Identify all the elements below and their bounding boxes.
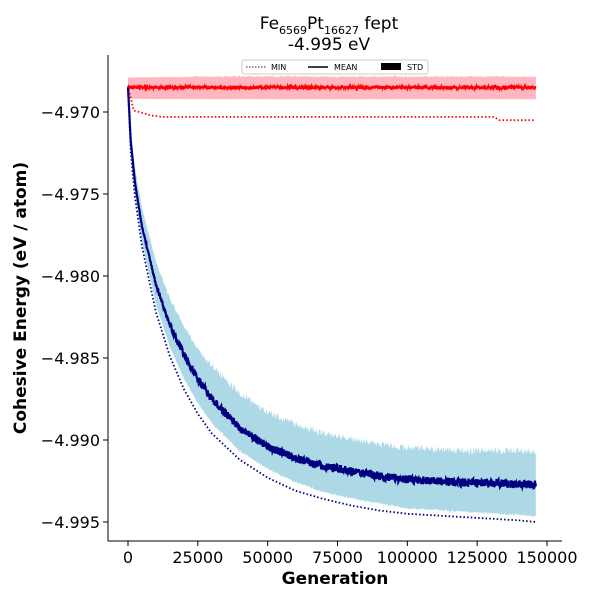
x-tick-label: 100000 (377, 548, 438, 567)
x-tick-label: 50000 (242, 548, 293, 567)
min-line-series-1 (127, 85, 536, 122)
legend: MIN MEAN STD (241, 59, 429, 75)
x-tick-label: 150000 (516, 548, 577, 567)
chart-title-energy: -4.995 eV (288, 35, 371, 55)
y-tick-label: −4.985 (41, 349, 100, 368)
mean-line-series-1 (127, 82, 537, 93)
legend-min-label: MIN (271, 63, 286, 72)
std-band-series-2 (128, 85, 536, 518)
legend-std-label: STD (407, 63, 423, 72)
y-tick-label: −4.980 (41, 267, 100, 286)
mean-line-series-2 (126, 87, 537, 492)
y-tick-label: −4.970 (41, 103, 100, 122)
x-tick-label: 0 (123, 548, 133, 567)
series-lines (126, 82, 537, 523)
std-bands (128, 75, 536, 518)
y-tick-label: −4.975 (41, 185, 100, 204)
x-tick-label: 25000 (172, 548, 223, 567)
x-axis-label: Generation (282, 569, 389, 589)
y-axis-ticks: −4.970 −4.975 −4.980 −4.985 −4.990 −4.995 (41, 103, 108, 532)
x-tick-label: 125000 (447, 548, 508, 567)
x-tick-label: 75000 (312, 548, 363, 567)
y-axis-label: Cohesive Energy (eV / atom) (11, 162, 31, 434)
y-tick-label: −4.990 (41, 431, 100, 450)
legend-std-swatch (381, 63, 401, 70)
y-tick-label: −4.995 (41, 513, 100, 532)
x-axis-ticks: 0 25000 50000 75000 100000 125000 150000 (123, 541, 578, 567)
legend-mean-label: MEAN (334, 63, 357, 72)
chart-title: Fe6569Pt16627 fept (260, 14, 399, 37)
